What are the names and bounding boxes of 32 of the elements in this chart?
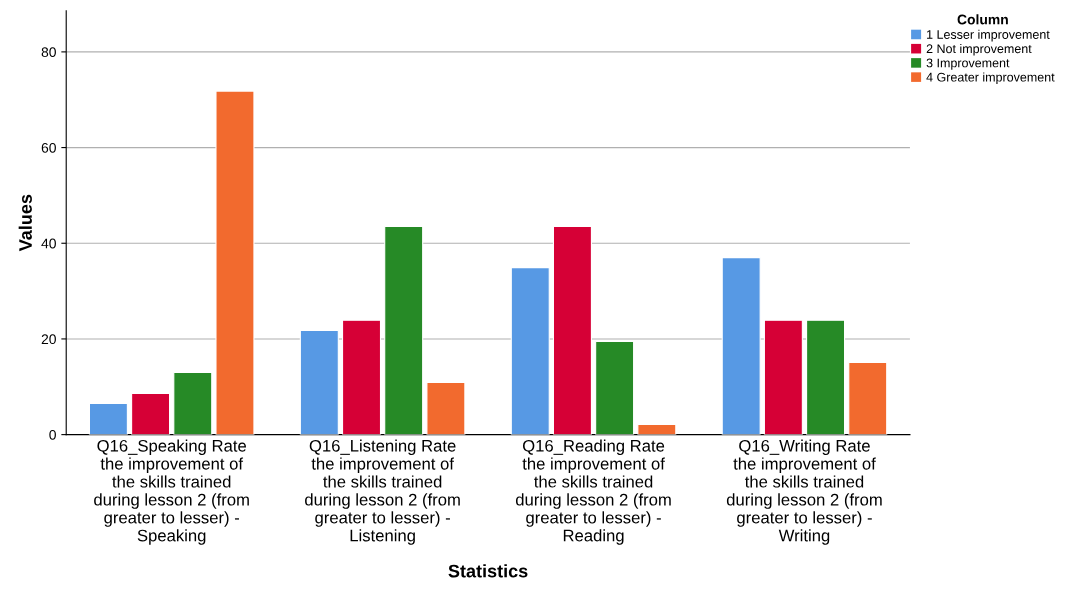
bar xyxy=(384,225,424,435)
y-tick-label: 0 xyxy=(49,429,56,440)
y-tick-label: 20 xyxy=(41,334,56,345)
y-tick-label: 60 xyxy=(41,142,56,153)
y-tick-label: 80 xyxy=(41,47,56,58)
legend-label: 2 Not improvement xyxy=(926,43,1032,56)
bar xyxy=(173,371,213,435)
legend-label: 1 Lesser improvement xyxy=(927,29,1050,42)
bar xyxy=(595,340,635,435)
bar xyxy=(637,424,677,435)
legend-title: Column xyxy=(957,14,1008,25)
bar xyxy=(806,319,846,435)
legend-label: 3 Improvement xyxy=(926,58,1010,70)
x-tick-label: Q16_Listening Rate the improvement of the skills trained during lesson 2 (from greater to lesser) - Listening xyxy=(305,439,460,545)
bar xyxy=(721,257,761,435)
y-tick-label: 40 xyxy=(41,238,56,249)
x-axis-title: Statistics xyxy=(448,564,528,578)
bar xyxy=(510,267,550,435)
bar xyxy=(426,381,466,435)
x-tick-label: Q16_Reading Rate the improvement of the skills trained during lesson 2 (from greater to lesser) - Reading xyxy=(515,439,671,545)
legend-label: 4 Greater improvement xyxy=(926,72,1055,85)
x-tick-label: Q16_Writing Rate the improvement of the skills trained during lesson 2 (from greater to lesser) - Writing xyxy=(726,439,882,545)
x-tick-label: Q16_Speaking Rate the improvement of the skills trained during lesson 2 (from greater to lesser) - Speaking xyxy=(94,439,249,545)
bar xyxy=(552,225,592,435)
bar xyxy=(341,319,382,435)
bar xyxy=(131,392,171,435)
y-axis-title: Values xyxy=(18,194,32,252)
bar xyxy=(299,329,339,435)
bar xyxy=(848,361,888,435)
bar xyxy=(215,90,255,435)
bar xyxy=(763,319,803,435)
bar xyxy=(88,402,128,435)
